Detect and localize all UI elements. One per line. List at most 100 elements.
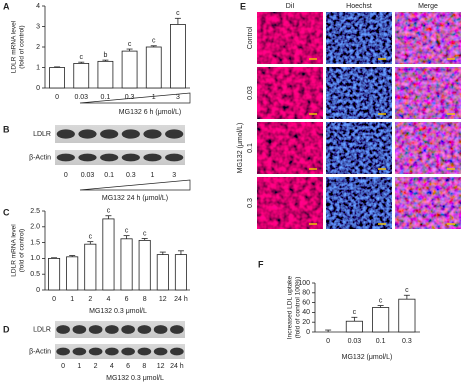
- column-label: DiI: [286, 3, 295, 10]
- bar: [84, 243, 97, 291]
- micrograph: [326, 67, 392, 119]
- blot-band: [165, 153, 184, 162]
- lane-label: 12: [157, 363, 165, 370]
- column-label: Merge: [418, 3, 438, 10]
- y-axis-label: Increased LDL uptake: [287, 275, 294, 339]
- bar: [48, 257, 61, 291]
- x-tick-label: 0.03: [74, 94, 88, 101]
- x-tick-label: 1: [70, 296, 74, 303]
- blot-band: [72, 325, 87, 334]
- y-tick-label: 60: [302, 299, 310, 306]
- x-axis-label: MG132 0.3 μmol/L: [89, 308, 147, 315]
- significance-letter: c: [353, 309, 357, 316]
- micrograph: [395, 67, 461, 119]
- x-tick-label: 24 h: [174, 296, 188, 303]
- blot-band: [105, 325, 119, 334]
- y-axis-label: (fold of control): [19, 25, 26, 68]
- row-label: 0.3: [247, 198, 254, 208]
- x-tick-label: 0: [326, 338, 330, 345]
- dose-ramp: [79, 179, 191, 191]
- panel-label: D: [3, 324, 10, 334]
- significance-letter: c: [405, 287, 409, 294]
- y-tick-label: 1.0: [30, 255, 40, 262]
- significance-letter: c: [89, 233, 93, 240]
- y-tick-label: 0: [36, 287, 40, 294]
- blot-band: [56, 153, 75, 162]
- x-axis-label: MG132 (μmol/L): [342, 354, 393, 361]
- micrograph: [326, 177, 392, 229]
- panel-label: A: [3, 1, 10, 11]
- micrograph: [395, 12, 461, 64]
- blot-band: [121, 347, 135, 356]
- x-tick-label: 0: [52, 296, 56, 303]
- dose-ramp: [79, 92, 191, 104]
- blot-band: [121, 325, 135, 334]
- bar: [102, 218, 115, 291]
- lane-label: 0.1: [104, 172, 114, 179]
- y-tick-label: 80: [302, 290, 310, 297]
- blot-band: [88, 347, 103, 356]
- x-axis-label: MG132 6 h (μmol/L): [119, 109, 181, 116]
- x-tick-label: 0.1: [101, 94, 111, 101]
- significance-letter: c: [80, 54, 84, 61]
- y-tick-label: 100: [298, 280, 310, 287]
- y-tick-label: 40: [302, 309, 310, 316]
- bar: [145, 46, 162, 89]
- row-label: 0.03: [247, 86, 254, 100]
- significance-letter: c: [128, 41, 132, 48]
- micrograph: [326, 122, 392, 174]
- significance-letter: c: [379, 297, 383, 304]
- lane-label: 0: [64, 172, 68, 179]
- bar: [120, 238, 133, 291]
- blot-band: [100, 153, 119, 162]
- y-axis-label: LDLR mRNA level: [11, 20, 18, 73]
- bar: [66, 256, 79, 291]
- x-tick-label: 4: [106, 296, 110, 303]
- blot-band: [100, 129, 119, 139]
- significance-letter: b: [103, 52, 107, 59]
- blot-band: [56, 347, 70, 356]
- blot-x-label: MG132 0.3 μmol/L: [106, 375, 164, 382]
- y-tick-label: 0: [36, 85, 40, 92]
- bar: [73, 63, 90, 89]
- blot-strip: [55, 344, 185, 359]
- y-tick-label: 2.0: [30, 224, 40, 231]
- micrograph: [395, 122, 461, 174]
- panel-label: F: [258, 259, 264, 269]
- blot-band: [56, 129, 75, 139]
- lane-label: 1: [151, 172, 155, 179]
- y-tick-label: 1: [36, 64, 40, 71]
- bar: [345, 320, 363, 333]
- bar: [49, 67, 65, 89]
- x-tick-label: 0.3: [402, 338, 412, 345]
- x-tick-label: 1: [152, 94, 156, 101]
- blot-x-label: MG132 24 h (μmol/L): [102, 195, 168, 202]
- blot-band: [78, 129, 97, 139]
- blot-row-label: LDLR: [33, 326, 51, 333]
- micrograph: [257, 122, 323, 174]
- y-tick-label: 3: [36, 23, 40, 30]
- x-tick-label: 0.03: [348, 338, 362, 345]
- lane-label: 0.03: [81, 172, 95, 179]
- blot-row-label: LDLR: [33, 131, 51, 138]
- bar: [170, 24, 186, 89]
- lane-label: 1: [77, 363, 81, 370]
- lane-label: 6: [126, 363, 130, 370]
- blot-band: [153, 325, 168, 334]
- lane-label: 0: [61, 363, 65, 370]
- lane-label: 8: [142, 363, 146, 370]
- bar: [398, 298, 416, 333]
- y-axis-label: (fold of control 100%): [295, 277, 302, 339]
- bar: [174, 254, 187, 291]
- y-axis-label: LDLR mRNA level: [11, 224, 18, 277]
- blot-band: [170, 325, 184, 334]
- lane-label: 24 h: [170, 363, 184, 370]
- bar: [97, 60, 114, 89]
- blot-band: [137, 325, 152, 334]
- blot-band: [165, 129, 184, 139]
- blot-band: [143, 153, 162, 162]
- significance-letter: c: [152, 38, 156, 45]
- lane-label: 3: [172, 172, 176, 179]
- y-axis-label: (fold of control): [19, 229, 26, 272]
